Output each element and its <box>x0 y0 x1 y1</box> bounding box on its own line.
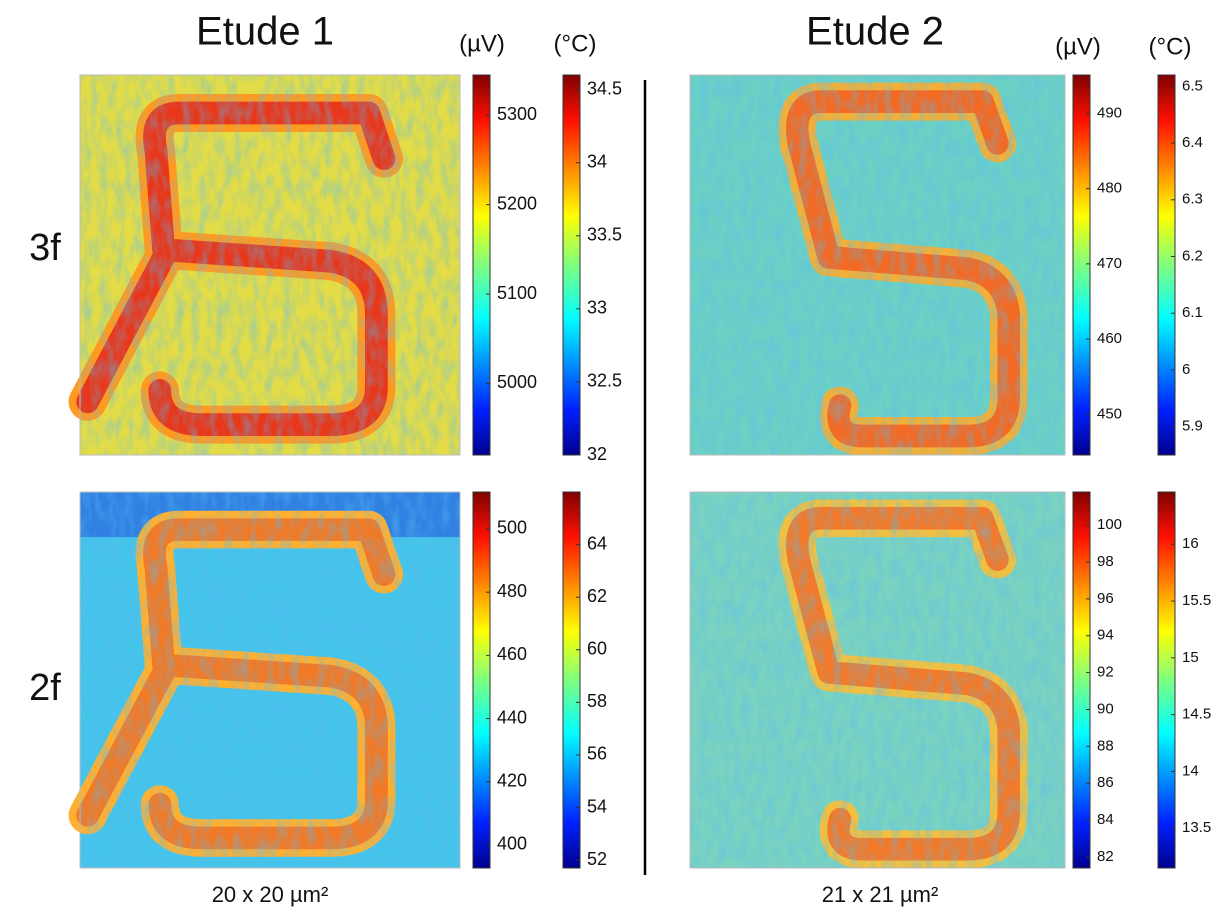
tick-label: 6.4 <box>1182 134 1203 151</box>
colorbar <box>562 74 581 456</box>
tick-label: 62 <box>587 586 607 606</box>
colorbar <box>472 74 491 456</box>
etude-title: Etude 1 <box>196 10 334 54</box>
heatmap-noise <box>80 75 460 455</box>
tick-label: 6.1 <box>1182 304 1203 321</box>
tick-label: 400 <box>497 834 527 854</box>
tick-label: 440 <box>497 707 527 727</box>
tick-label: 460 <box>497 644 527 664</box>
heatmap-noise <box>690 492 1065 868</box>
colorbar <box>1072 491 1091 869</box>
tick-label: 96 <box>1097 590 1114 607</box>
tick-label: 14.5 <box>1182 706 1211 723</box>
tick-label: 450 <box>1097 405 1122 422</box>
tick-label: 480 <box>1097 180 1122 197</box>
tick-label: 14 <box>1182 762 1199 779</box>
unit-label: (µV) <box>1055 33 1101 60</box>
row-label: 2f <box>29 667 61 709</box>
tick-label: 6.5 <box>1182 77 1203 94</box>
tick-label: 16 <box>1182 535 1199 552</box>
tick-label: 15 <box>1182 649 1199 666</box>
tick-label: 420 <box>497 770 527 790</box>
tick-label: 5.9 <box>1182 418 1203 435</box>
tick-label: 33 <box>587 298 607 318</box>
colorbar <box>1157 74 1176 456</box>
tick-label: 90 <box>1097 700 1114 717</box>
tick-label: 82 <box>1097 848 1114 865</box>
caption: 20 x 20 µm² <box>212 882 329 907</box>
tick-label: 6 <box>1182 361 1190 378</box>
etude-title: Etude 2 <box>806 10 944 54</box>
heatmap-frame <box>689 74 1066 456</box>
heatmap <box>68 74 461 456</box>
tick-label: 86 <box>1097 774 1114 791</box>
colorbar <box>1072 74 1091 456</box>
tick-label: 60 <box>587 639 607 659</box>
tick-label: 32.5 <box>587 371 622 391</box>
tick-label: 5300 <box>497 104 537 124</box>
tick-label: 480 <box>497 581 527 601</box>
heatmap <box>689 74 1066 456</box>
unit-label: (°C) <box>1149 33 1192 60</box>
tick-label: 6.3 <box>1182 191 1203 208</box>
tick-label: 15.5 <box>1182 592 1211 609</box>
tick-label: 88 <box>1097 737 1114 754</box>
tick-label: 6.2 <box>1182 247 1203 264</box>
tick-label: 100 <box>1097 516 1122 533</box>
unit-label: (°C) <box>554 30 597 57</box>
tick-label: 84 <box>1097 811 1114 828</box>
tick-label: 470 <box>1097 255 1122 272</box>
colorbar <box>472 491 491 869</box>
tick-label: 32 <box>587 444 607 464</box>
tick-label: 13.5 <box>1182 819 1211 836</box>
tick-label: 34.5 <box>587 78 622 98</box>
heatmap-noise <box>690 75 1065 455</box>
tick-label: 5100 <box>497 283 537 303</box>
tick-label: 64 <box>587 533 607 553</box>
heatmap-noise <box>80 492 460 868</box>
row-label: 3f <box>29 227 61 269</box>
tick-label: 92 <box>1097 664 1114 681</box>
tick-label: 33.5 <box>587 225 622 245</box>
heatmap-frame <box>689 491 1066 869</box>
tick-label: 34 <box>587 151 607 171</box>
heatmap-frame <box>79 74 461 456</box>
tick-label: 490 <box>1097 104 1122 121</box>
tick-label: 94 <box>1097 627 1114 644</box>
tick-label: 54 <box>587 796 607 816</box>
heatmap <box>68 491 461 869</box>
tick-label: 58 <box>587 691 607 711</box>
tick-label: 56 <box>587 744 607 764</box>
tick-label: 500 <box>497 518 527 538</box>
tick-label: 52 <box>587 849 607 869</box>
tick-label: 98 <box>1097 553 1114 570</box>
unit-label: (µV) <box>459 30 505 57</box>
heatmap <box>689 491 1066 869</box>
caption: 21 x 21 µm² <box>822 882 939 907</box>
colorbar <box>1157 491 1176 869</box>
tick-label: 460 <box>1097 330 1122 347</box>
heatmap-frame <box>79 491 461 869</box>
colorbar <box>562 491 581 869</box>
tick-label: 5200 <box>497 193 537 213</box>
tick-label: 5000 <box>497 372 537 392</box>
